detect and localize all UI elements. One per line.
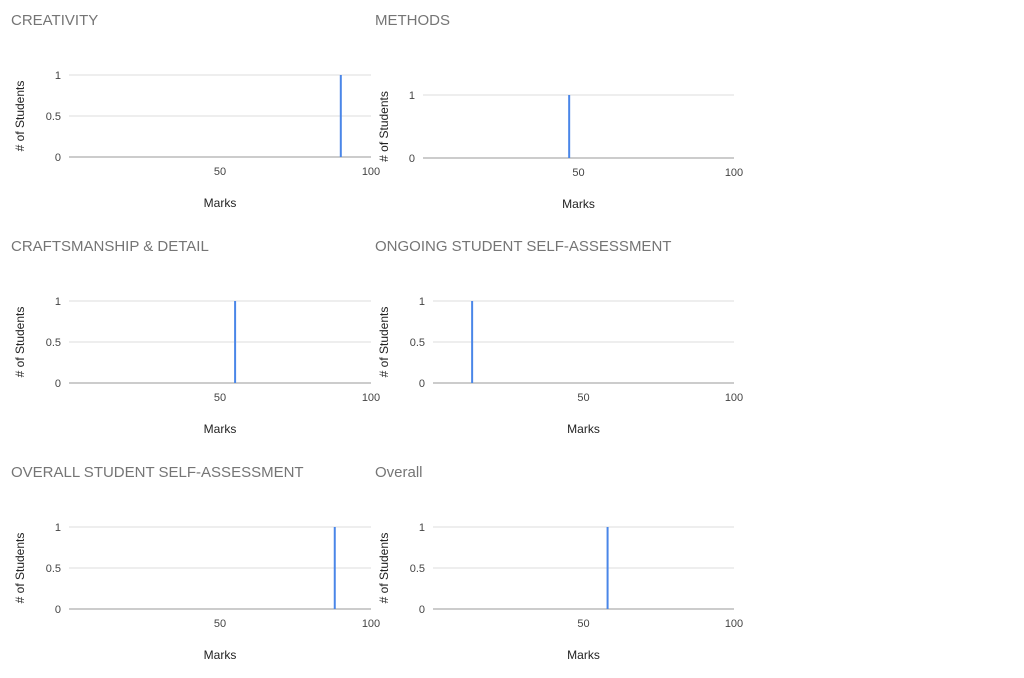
x-tick-label: 50	[214, 618, 226, 630]
x-axis-title: Marks	[567, 422, 600, 436]
chart-svg: 0 0.5 1 50 100 Marks # of Students	[13, 522, 380, 662]
x-axis-title: Marks	[204, 196, 237, 210]
x-tick-label: 50	[572, 167, 584, 179]
x-axis-title: Marks	[204, 648, 237, 662]
x-axis-title: Marks	[204, 422, 237, 436]
chart-title: Overall	[375, 464, 423, 481]
y-axis-title: # of Students	[13, 533, 27, 604]
y-tick-label: 0	[55, 604, 61, 616]
chart-panel-overall-self-assessment: OVERALL STUDENT SELF-ASSESSMENT 0 0.5 1 50 1…	[0, 452, 380, 678]
chart-svg: 0 0.5 1 50 100 Marks # of Students	[13, 296, 380, 436]
y-tick-label: 0	[419, 378, 425, 390]
y-tick-label: 0.5	[46, 111, 61, 123]
x-tick-label: 100	[725, 167, 743, 179]
x-axis-title: Marks	[562, 197, 595, 211]
y-tick-label: 0.5	[46, 563, 61, 575]
y-tick-label: 0.5	[410, 563, 425, 575]
y-tick-label: 0	[55, 378, 61, 390]
y-tick-label: 1	[419, 296, 425, 308]
chart-title: METHODS	[375, 12, 450, 29]
y-tick-label: 1	[409, 90, 415, 102]
chart-title: ONGOING STUDENT SELF-ASSESSMENT	[375, 238, 672, 255]
x-tick-label: 100	[725, 392, 743, 404]
x-tick-label: 100	[725, 618, 743, 630]
x-tick-label: 50	[214, 166, 226, 178]
x-tick-label: 100	[362, 166, 380, 178]
chart-title: OVERALL STUDENT SELF-ASSESSMENT	[11, 464, 304, 481]
chart-panel-overall: Overall 0 0.5 1 50 100 Marks # of Students	[364, 452, 743, 678]
x-tick-label: 100	[362, 618, 380, 630]
x-tick-label: 100	[362, 392, 380, 404]
y-tick-label: 0	[419, 604, 425, 616]
y-tick-label: 0	[55, 152, 61, 164]
y-axis-title: # of Students	[377, 91, 391, 162]
chart-panel-ongoing-self-assessment: ONGOING STUDENT SELF-ASSESSMENT 0 0.5 1 50 1…	[364, 226, 743, 452]
x-tick-label: 50	[577, 618, 589, 630]
chart-panel-methods: METHODS 0 1 50 100 Marks # of Students	[364, 0, 743, 226]
y-tick-label: 0.5	[46, 337, 61, 349]
y-axis-title: # of Students	[13, 81, 27, 152]
chart-panel-craftsmanship: CRAFTSMANSHIP & DETAIL 0 0.5 1 50 100 Marks # …	[0, 226, 380, 452]
chart-svg: 0 1 50 100 Marks # of Students	[377, 90, 743, 211]
y-tick-label: 0	[409, 153, 415, 165]
chart-svg: 0 0.5 1 50 100 Marks # of Students	[377, 522, 743, 662]
y-tick-label: 0.5	[410, 337, 425, 349]
y-tick-label: 1	[419, 522, 425, 534]
x-axis-title: Marks	[567, 648, 600, 662]
chart-title: CREATIVITY	[11, 12, 99, 29]
x-tick-label: 50	[214, 392, 226, 404]
y-axis-title: # of Students	[377, 533, 391, 604]
chart-title: CRAFTSMANSHIP & DETAIL	[11, 238, 209, 255]
y-tick-label: 1	[55, 522, 61, 534]
chart-panel-creativity: CREATIVITY 0 0.5 1 50 100 Marks # of Students	[0, 0, 380, 226]
y-axis-title: # of Students	[13, 307, 27, 378]
x-tick-label: 50	[577, 392, 589, 404]
chart-svg: 0 0.5 1 50 100 Marks # of Students	[377, 296, 743, 436]
chart-svg: 0 0.5 1 50 100 Marks # of Students	[13, 70, 380, 210]
y-tick-label: 1	[55, 70, 61, 82]
y-tick-label: 1	[55, 296, 61, 308]
y-axis-title: # of Students	[377, 307, 391, 378]
